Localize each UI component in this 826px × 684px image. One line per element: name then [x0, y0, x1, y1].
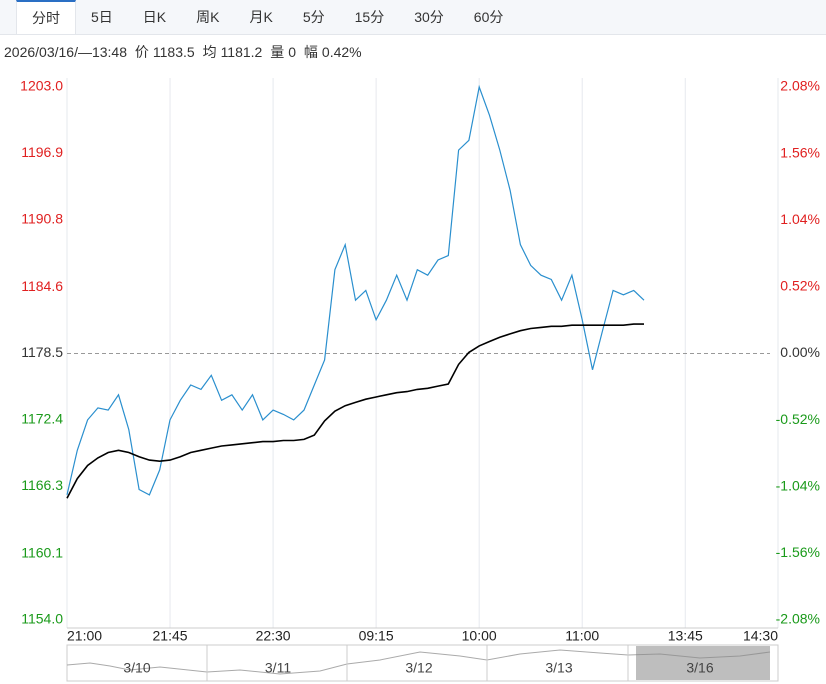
y-tick-label: 1178.5: [21, 344, 63, 360]
navigator-date: 3/13: [545, 660, 572, 676]
x-tick-label: 14:30: [743, 628, 778, 644]
y2-tick-label: 1.56%: [780, 144, 820, 160]
price: 1183.5: [152, 44, 195, 60]
tab[interactable]: 日K: [142, 9, 167, 25]
tab[interactable]: 30分: [414, 9, 444, 25]
y2-tick-label: 0.52%: [780, 278, 820, 294]
x-tick-label: 09:15: [359, 628, 394, 644]
y-tick-label: 1172.4: [21, 411, 63, 427]
label: 量: [270, 44, 285, 60]
y-tick-label: 1160.1: [21, 544, 63, 560]
y2-tick-label: -0.52%: [776, 411, 820, 427]
y2-tick-label: 1.04%: [780, 211, 820, 227]
y-tick-label: 1196.9: [21, 144, 63, 160]
navigator-date: 3/12: [405, 660, 432, 676]
navigator-date: 3/10: [123, 660, 150, 676]
navigator-window[interactable]: [636, 646, 770, 680]
y-tick-label: 1203.0: [20, 78, 63, 94]
x-tick-label: 21:45: [153, 628, 188, 644]
x-tick-label: 11:00: [565, 628, 599, 644]
y-tick-label: 1154.0: [21, 611, 63, 627]
y2-tick-label: -1.56%: [776, 544, 820, 560]
y-tick-label: 1190.8: [21, 210, 63, 226]
tab-bar: 分时 5日 日K 周K 月K 5分 15分 30分 60分: [0, 0, 826, 35]
y2-tick-label: -1.04%: [776, 477, 820, 493]
y2-tick-label: 0.00%: [780, 344, 820, 360]
tab[interactable]: 15分: [354, 9, 385, 25]
label: 均: [202, 44, 217, 60]
series-line: [66, 323, 644, 499]
label: 价: [134, 44, 149, 60]
time: 2026/03/16/—13:48: [4, 44, 127, 60]
label: 幅: [303, 44, 318, 60]
amp: 0.42%: [321, 44, 362, 60]
navigator-date: 3/16: [686, 660, 713, 676]
y2-tick-label: 2.08%: [780, 78, 820, 94]
tab[interactable]: 月K: [249, 9, 273, 25]
tab[interactable]: 5日: [91, 9, 113, 25]
x-tick-label: 13:45: [668, 628, 703, 644]
vol: 0: [288, 44, 297, 60]
y2-tick-label: -2.08%: [776, 611, 820, 627]
x-tick-label: 22:30: [256, 628, 291, 644]
tab[interactable]: 5分: [302, 9, 325, 25]
series-line: [66, 84, 645, 496]
avg: 1181.2: [220, 44, 263, 60]
y-tick-label: 1166.3: [21, 477, 63, 493]
y-tick-label: 1184.6: [21, 278, 63, 294]
navigator-date: 3/11: [265, 660, 291, 676]
x-tick-label: 10:00: [462, 628, 497, 644]
tab[interactable]: 60分: [473, 9, 504, 25]
tab[interactable]: 周K: [196, 9, 220, 25]
tab[interactable]: 分时: [16, 0, 76, 34]
navigator: 3/10 3/11 3/12 3/13 3/16: [66, 644, 779, 682]
x-tick-label: 21:00: [67, 628, 102, 644]
